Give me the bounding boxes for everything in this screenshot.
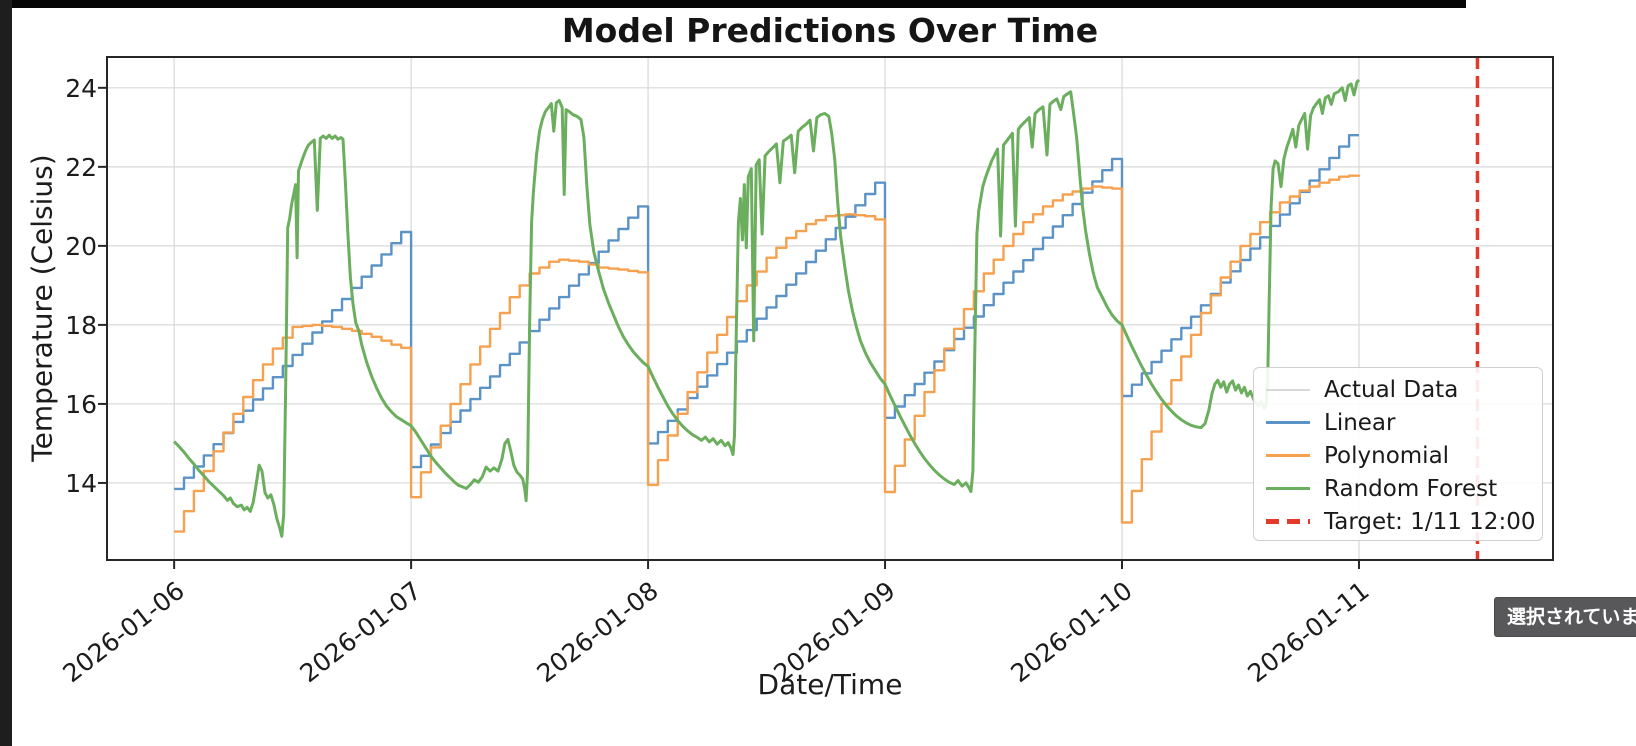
y-axis-label: Temperature (Celsius) [25, 154, 59, 462]
legend-label: Random Forest [1324, 475, 1498, 502]
series-polynomial [174, 174, 1361, 533]
legend-label: Actual Data [1324, 376, 1459, 403]
legend-item-actual-data: Actual Data [1266, 373, 1530, 406]
legend-label: Target: 1/11 12:00 [1324, 508, 1536, 535]
series-random-forest [173, 78, 1361, 538]
window-left-edge [0, 0, 12, 746]
polynomial-line-swatch [1266, 454, 1310, 457]
legend-item-linear: Linear [1266, 406, 1530, 439]
random-forest-line-swatch [1266, 487, 1310, 490]
legend: Actual Data Linear Polynomial Random For… [1253, 367, 1543, 541]
plot-border [106, 56, 1554, 561]
y-tick-label: 22 [65, 153, 97, 182]
target-dashed-line-swatch [1266, 519, 1310, 524]
y-tick-label: 18 [65, 311, 97, 340]
actual-data-line-swatch [1266, 388, 1310, 391]
y-tick-label: 16 [65, 390, 97, 419]
legend-item-random-forest: Random Forest [1266, 472, 1530, 505]
y-tick-label: 24 [65, 74, 97, 103]
linear-line-swatch [1266, 421, 1310, 424]
x-axis-label: Date/Time [757, 668, 903, 701]
window-top-edge [0, 0, 1466, 8]
y-tick-label: 14 [65, 469, 97, 498]
legend-label: Linear [1324, 409, 1396, 436]
chart-title: Model Predictions Over Time [561, 11, 1099, 50]
file-selection-status-text: 選択されていま [1494, 597, 1636, 637]
legend-item-target: Target: 1/11 12:00 [1266, 505, 1535, 538]
series-linear [174, 134, 1359, 491]
y-tick-label: 20 [65, 232, 97, 261]
legend-item-polynomial: Polynomial [1266, 439, 1530, 472]
legend-label: Polynomial [1324, 442, 1450, 469]
